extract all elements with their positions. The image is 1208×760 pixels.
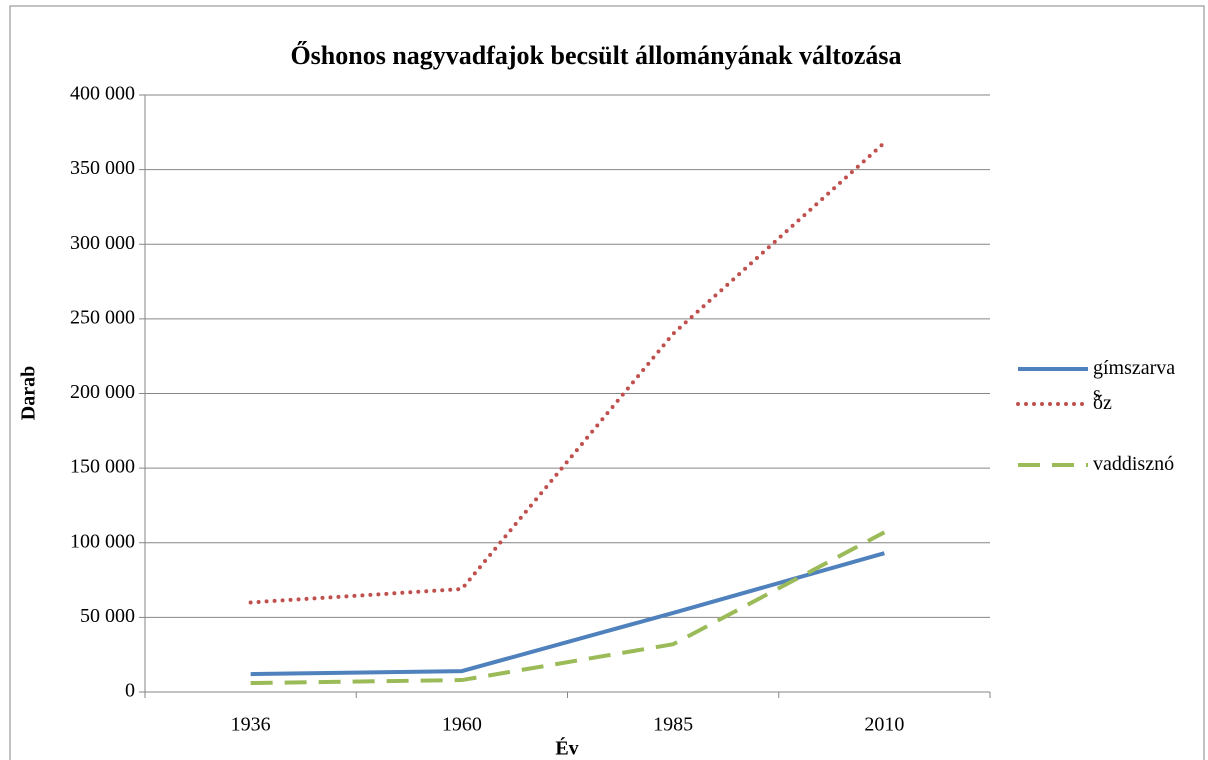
- y-axis-label: Darab: [18, 366, 40, 420]
- series-line: [250, 551, 885, 677]
- y-tick-label: 250 000: [70, 306, 135, 328]
- x-tick-label: 1960: [442, 714, 482, 736]
- series-line: [248, 140, 887, 605]
- x-tick-label: 2010: [864, 714, 904, 736]
- legend-label: őz: [1093, 392, 1112, 414]
- y-tick-label: 0: [125, 680, 135, 702]
- y-tick-label: 150 000: [70, 456, 135, 478]
- chart-title: Őshonos nagyvadfajok becsült állományána…: [290, 41, 901, 70]
- y-tick-label: 50 000: [80, 605, 135, 627]
- x-tick-label: 1985: [653, 714, 693, 736]
- legend-label: gímszarvas: [1093, 357, 1176, 405]
- series-line: [250, 530, 886, 686]
- chart-border: [9, 5, 1205, 760]
- y-tick-label: 350 000: [70, 157, 135, 179]
- y-tick-label: 400 000: [70, 83, 135, 105]
- y-tick-label: 200 000: [70, 381, 135, 403]
- legend-label: vaddisznó: [1093, 453, 1175, 475]
- y-tick-label: 100 000: [70, 530, 135, 552]
- x-axis-label: Év: [555, 737, 578, 760]
- x-tick-label: 1936: [231, 714, 271, 736]
- y-tick-label: 300 000: [70, 232, 135, 254]
